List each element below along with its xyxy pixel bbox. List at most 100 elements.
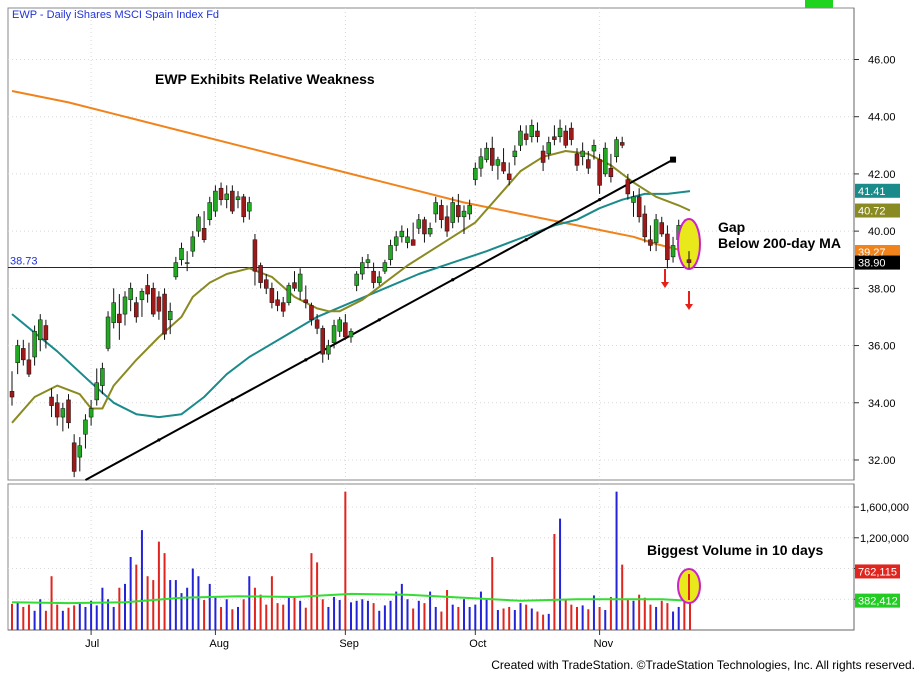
price-tick-label: 38.00 [868,283,896,295]
volume-annotation: Biggest Volume in 10 days [647,542,824,558]
candle-body [348,330,354,338]
candle-body [230,190,235,212]
candle-body [382,262,388,272]
trendline-node [451,278,455,282]
candle-body [427,228,433,235]
candle-body [111,302,116,323]
candle-body [614,139,619,158]
candle-body [343,322,348,338]
candle-body [241,196,246,218]
candle-body [207,202,212,220]
price-panel [7,7,855,481]
candle-body [574,153,580,166]
candle-body [552,136,557,140]
candle-body [26,359,32,375]
price-label-3: 38.90 [858,258,886,270]
candle-body [303,299,309,303]
candle-body [495,159,501,166]
candle-body [631,196,636,203]
candle-body [105,316,111,349]
date-tick-label: Jul [85,638,99,650]
candle-body [670,245,676,258]
volume-average-line [11,592,691,605]
price-label-0-bg [855,183,900,198]
candle-body [444,216,450,232]
candle-body [60,408,66,418]
date-tick-label: Oct [469,638,486,650]
candle-body [422,219,427,235]
candle-body [162,293,167,335]
gap-annotation: Gap [718,219,745,235]
title-bar-indicator [805,0,833,8]
candle-body [399,230,405,238]
candle-body [213,190,218,212]
price-label-1-bg [855,203,900,218]
candle-body [224,193,229,200]
candle-body [648,239,653,246]
candle-body [196,216,201,232]
candle-body [636,196,642,218]
candle-body [134,302,139,318]
candle-body [320,328,325,355]
candle-body [43,325,49,341]
volume-label-0-bg [855,564,900,579]
candle-body [529,125,535,137]
price-tick-label: 34.00 [868,398,896,410]
down-arrow-2-head [685,304,693,310]
below-ma-annotation: Below 200-day MA [718,235,841,251]
candle-body [190,236,196,252]
candle-body [569,127,574,140]
candle-body [201,228,207,240]
candle-body [326,345,331,355]
gap-highlight [677,218,701,270]
candle-body [580,150,585,158]
candle-body [360,262,365,275]
price-tick-label: 42.00 [868,169,896,181]
candle-body [410,239,416,246]
candle-body [83,419,88,435]
candle-body [371,270,376,283]
candle-body [173,262,179,278]
candle-body [546,142,551,155]
date-tick-label: Nov [594,638,614,650]
candle-body [473,167,478,180]
price-label-1: 40.72 [858,206,886,218]
candle-body [337,319,342,332]
price-tick-label: 36.00 [868,341,896,353]
candle-body [461,210,467,218]
candle-body [269,288,275,303]
candle-body [145,285,150,295]
candle-body [151,288,156,315]
price-label-3-bg [855,255,900,270]
trendline-node [157,438,161,442]
chart-header: EWP - Daily iShares MSCI Spain Index Fd [12,9,220,21]
candle-body [416,219,422,229]
candle-body [557,127,563,137]
candle-body [88,408,94,418]
candle-body [642,213,648,238]
trendline-node [598,198,602,202]
candle-body [252,239,258,272]
candle-body [478,156,484,169]
candle-body [501,162,506,172]
candle-body [139,290,145,301]
candle-body [535,130,540,137]
candle-body [665,233,670,260]
trendline-node [230,398,234,402]
candle-body [156,296,162,312]
candle-body [235,196,241,200]
footer-credit: Created with TradeStation. ©TradeStation… [491,658,915,672]
candle-body [77,445,83,458]
candle-body [467,205,472,215]
volume-label-1-bg [855,593,900,608]
candle-body [286,285,292,303]
candle-body [377,276,382,283]
candle-body [100,368,105,386]
trendline-node [524,238,528,242]
last-candle-body [686,259,692,263]
candle-body [405,236,410,243]
candle-body [653,219,659,243]
candle-body [275,299,280,306]
candle-body [54,402,60,418]
